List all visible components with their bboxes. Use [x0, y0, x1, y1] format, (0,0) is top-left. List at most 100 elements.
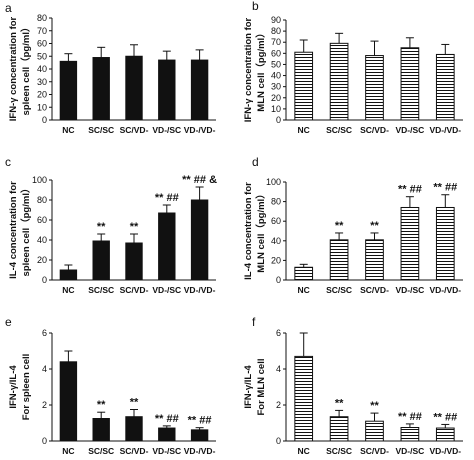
x-tick-label: VD-/SC [152, 446, 181, 456]
significance-label: ** ## [433, 182, 457, 194]
panel-letter: a [5, 1, 12, 15]
y-tick-label: 2 [276, 400, 281, 410]
bar [92, 418, 110, 442]
significance-label: ** [130, 221, 139, 233]
bar [329, 42, 349, 121]
bar [158, 212, 176, 281]
bar [59, 269, 78, 281]
y-axis-label: IL-4 concentration for [8, 181, 19, 279]
y-axis-label: IL-4 concentration for [243, 182, 254, 280]
y-tick-label: 40 [271, 71, 281, 81]
y-tick-label: 2 [42, 400, 47, 410]
y-tick-label: 70 [271, 37, 281, 47]
x-tick-label: VD-/VD- [429, 285, 461, 295]
y-tick-label: 60 [37, 39, 47, 49]
bar [92, 240, 110, 281]
x-tick-label: SC/SC [88, 125, 114, 135]
bar [158, 427, 176, 442]
bar [294, 51, 314, 121]
y-tick-label: 4 [276, 364, 281, 374]
x-tick-label: SC/VD- [120, 285, 149, 295]
y-tick-label: 60 [271, 48, 281, 58]
significance-label: ** ## [433, 411, 457, 423]
y-tick-label: 6 [42, 328, 47, 338]
y-tick-label: 10 [37, 102, 47, 112]
y-tick-label: 80 [37, 195, 47, 205]
bar [365, 55, 384, 121]
bar [435, 206, 455, 281]
y-axis-label: spleen cell（pg/ml） [20, 184, 32, 277]
significance-label: ** ## [398, 184, 422, 196]
x-tick-label: SC/VD- [360, 125, 389, 135]
y-tick-label: 10 [271, 104, 281, 114]
significance-label: ** ## [155, 192, 179, 204]
x-tick-label: NC [298, 446, 310, 456]
y-tick-label: 50 [271, 59, 281, 69]
y-axis-label: For spleen cell [21, 354, 32, 421]
x-tick-label: SC/VD- [360, 446, 389, 456]
x-tick-label: NC [62, 125, 74, 135]
x-tick-label: VD-/VD- [184, 125, 216, 135]
y-tick-label: 20 [37, 90, 47, 100]
significance-label: ** [370, 220, 379, 232]
panel-letter: d [252, 155, 259, 169]
x-tick-label: VD-/SC [152, 125, 181, 135]
x-tick-label: SC/SC [326, 125, 352, 135]
panel-d: d IL-4 concentration for MLN cell（pg/ml） 0 2… [243, 155, 463, 295]
y-tick-label: 40 [37, 235, 47, 245]
y-tick-label: 30 [271, 82, 281, 92]
x-tick-label: VD-/SC [395, 446, 424, 456]
x-tick-label: NC [62, 446, 74, 456]
x-tick-label: VD-/VD- [184, 446, 216, 456]
bar [435, 427, 455, 442]
bar [59, 361, 78, 442]
y-tick-label: 80 [37, 13, 47, 23]
y-tick-label: 60 [271, 216, 281, 226]
y-tick-label: 0 [42, 115, 47, 125]
y-axis-label: spleen cell（pg/ml） [20, 23, 32, 116]
bar [400, 47, 420, 121]
y-tick-label: 80 [271, 197, 281, 207]
y-tick-label: 60 [37, 215, 47, 225]
x-tick-label: SC/VD- [120, 125, 149, 135]
y-axis-label: IFN-γ/IL-4 [243, 365, 254, 409]
x-tick-label: NC [298, 285, 310, 295]
significance-label: ** ## [188, 415, 212, 427]
y-tick-label: 100 [266, 177, 281, 187]
panel-letter: f [252, 315, 256, 329]
y-tick-label: 70 [37, 26, 47, 36]
x-tick-label: VD-/SC [152, 285, 181, 295]
y-tick-label: 50 [37, 51, 47, 61]
x-tick-label: NC [62, 285, 74, 295]
y-tick-label: 80 [271, 26, 281, 36]
y-axis-label: IFN-γ/IL-4 [8, 365, 19, 409]
y-tick-label: 30 [37, 77, 47, 87]
y-tick-label: 0 [276, 436, 281, 446]
y-tick-label: 40 [37, 64, 47, 74]
y-tick-label: 6 [276, 328, 281, 338]
y-axis-label: IFN-γ concentration for [8, 16, 19, 121]
bar [158, 59, 176, 121]
x-tick-label: SC/VD- [120, 446, 149, 456]
panel-b: b IFN-γ concentration for MLN cell（pg/ml） 0… [243, 0, 463, 135]
bar [190, 199, 209, 281]
x-tick-label: VD-/SC [395, 285, 424, 295]
y-tick-label: 4 [42, 364, 47, 374]
significance-label: ** ## [398, 411, 422, 423]
bar [400, 427, 420, 442]
y-tick-label: 0 [42, 436, 47, 446]
bar [125, 55, 143, 121]
bar [365, 420, 384, 442]
bar [329, 416, 349, 442]
panel-f: f IFN-γ/IL-4 For MLN cell 0 2 4 6 NC SC/SC ** SC/V… [243, 315, 463, 456]
y-axis-label: For MLN cell [256, 358, 267, 415]
y-tick-label: 100 [32, 175, 47, 185]
y-tick-label: 0 [276, 275, 281, 285]
y-tick-label: 40 [271, 236, 281, 246]
panel-letter: c [5, 155, 11, 169]
y-tick-label: 90 [271, 15, 281, 25]
significance-label: ** [97, 399, 106, 411]
panel-e: e IFN-γ/IL-4 For spleen cell 0 2 4 6 NC SC/SC ** S… [5, 315, 216, 456]
significance-label: ** ## [155, 413, 179, 425]
bar [59, 60, 78, 121]
